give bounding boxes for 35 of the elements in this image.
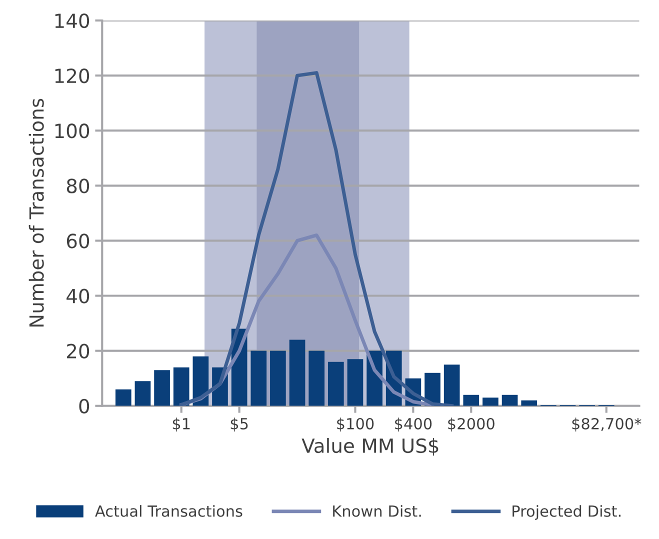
bar	[347, 359, 364, 406]
bar	[521, 400, 538, 406]
y-tick-label: 20	[67, 344, 90, 358]
bar	[482, 398, 498, 406]
bar	[173, 367, 190, 406]
bar	[289, 340, 306, 406]
x-tick-label: $400	[395, 418, 432, 432]
y-tick-label: 120	[55, 68, 90, 84]
x-tick-label: $2000	[448, 418, 494, 432]
y-tick-label: 80	[66, 178, 90, 194]
x-axis-title: Value MM US$	[302, 438, 438, 456]
bar	[115, 389, 132, 406]
x-tick-label: $82,700*	[572, 418, 642, 432]
bar	[502, 394, 518, 406]
legend-label: Known Dist.	[333, 505, 421, 517]
bar	[154, 370, 170, 406]
x-tick-label: $5	[230, 418, 248, 432]
y-tick-label: 40	[66, 288, 90, 304]
legend-label: Projected Dist.	[512, 505, 620, 520]
x-tick-label: $100	[337, 418, 374, 432]
y-tick-label: 60	[66, 234, 90, 248]
bar	[270, 350, 286, 406]
line-series	[180, 71, 454, 406]
x-tick-label: $1	[172, 418, 190, 432]
y-tick-label: 140	[55, 13, 90, 28]
bar	[250, 350, 267, 406]
bar	[308, 350, 325, 406]
y-tick-label: 0	[79, 398, 90, 414]
bar	[134, 381, 151, 406]
y-tick-label: 100	[55, 124, 90, 138]
bar	[444, 364, 460, 406]
y-axis-title: Number of Transactions	[28, 98, 44, 327]
legend-label: Actual Transactions	[95, 505, 242, 517]
bar	[463, 394, 480, 406]
bar	[328, 362, 344, 406]
